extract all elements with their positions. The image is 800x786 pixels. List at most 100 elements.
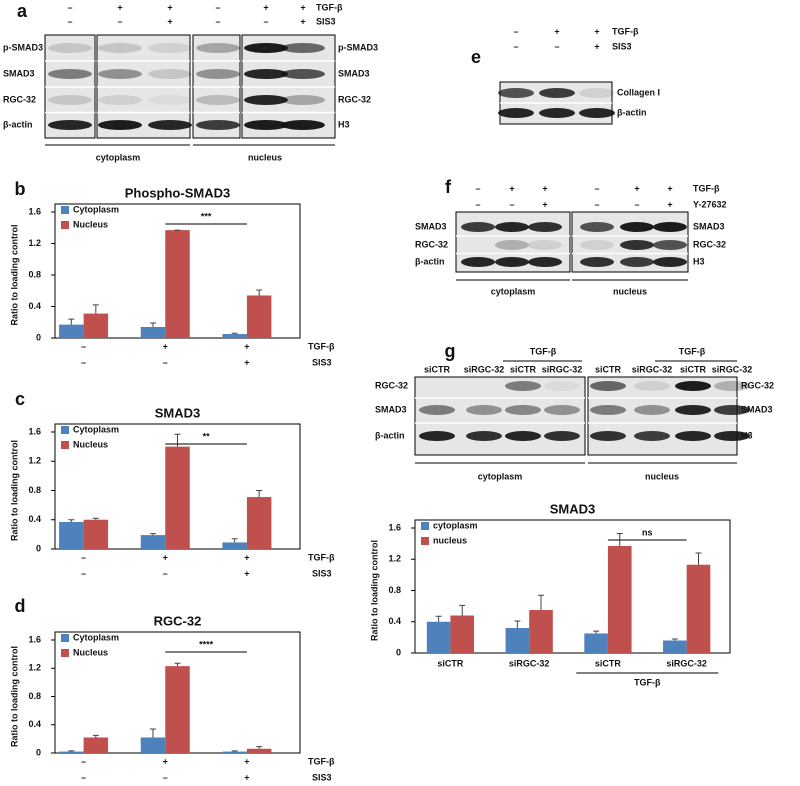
legend-swatch <box>61 221 69 229</box>
y-tick-label: 1.2 <box>28 456 41 466</box>
y-tick-label: 0.8 <box>28 485 41 495</box>
bar <box>450 615 475 653</box>
lane-label: siRGC-32 <box>542 364 583 374</box>
x-row-name: TGF-β <box>308 341 335 351</box>
bar <box>59 324 84 338</box>
blot-label: RGC-32 <box>741 380 774 390</box>
blot-band <box>579 108 615 118</box>
blot-label: H3 <box>693 256 705 266</box>
blot-band <box>634 405 670 415</box>
x-tick-label: siRGC-32 <box>666 658 707 668</box>
blot-band <box>579 88 615 98</box>
y-axis-label: Ratio to loading control <box>9 225 19 326</box>
significance: ** <box>203 431 211 441</box>
blot-band <box>148 69 192 79</box>
row-name: SIS3 <box>612 41 632 51</box>
sign: + <box>300 16 305 26</box>
sign: + <box>167 2 172 12</box>
y-tick-label: 1.6 <box>28 634 41 644</box>
sign: + <box>634 183 639 193</box>
bar <box>140 326 166 338</box>
x-row-name: TGF-β <box>308 552 335 562</box>
x-tick-label: – <box>81 357 86 367</box>
chart-title: SMAD3 <box>550 501 596 516</box>
blot-band <box>505 431 541 441</box>
y-tick-label: 0 <box>36 747 41 757</box>
x-tick-label: siCTR <box>437 658 464 668</box>
blot-band <box>620 257 654 267</box>
blot-band <box>528 222 562 232</box>
y-tick-label: 0.4 <box>28 719 41 729</box>
blot-band <box>148 120 192 130</box>
y-tick-label: 1.6 <box>28 426 41 436</box>
fraction: cytoplasm <box>478 471 523 481</box>
blot-band <box>281 69 325 79</box>
blot-band <box>148 43 192 53</box>
panel-label: b <box>15 179 26 199</box>
blot-band <box>580 257 614 267</box>
blot-band <box>48 95 92 105</box>
blot-band <box>539 108 575 118</box>
lane-label: siRGC-32 <box>464 364 505 374</box>
blot-band <box>419 431 455 441</box>
bar <box>165 230 190 338</box>
sign: + <box>509 183 514 193</box>
x-tick-label: + <box>163 552 168 562</box>
blot-band <box>48 69 92 79</box>
blot-label: SMAD3 <box>375 404 407 414</box>
x-tick-label: – <box>163 568 168 578</box>
error-bar <box>671 638 678 641</box>
x-tick-label: + <box>244 552 249 562</box>
error-bar <box>256 746 263 749</box>
x-tick-label: – <box>81 756 86 766</box>
group-label: TGF-β <box>530 346 557 356</box>
error-bar <box>174 433 181 447</box>
blot-band <box>281 43 325 53</box>
blot-label: β-actin <box>3 119 33 129</box>
blot-band <box>714 405 750 415</box>
blot-label: p-SMAD3 <box>338 42 378 52</box>
blot-label: SMAD3 <box>415 221 447 231</box>
x-tick-label: + <box>244 357 249 367</box>
blot-band <box>544 381 580 391</box>
error-bar <box>150 728 156 738</box>
blot-band <box>98 120 142 130</box>
blot-band <box>498 108 534 118</box>
plot-frame <box>414 519 731 654</box>
x-tick-label: + <box>244 341 249 351</box>
blot-band <box>528 240 562 250</box>
blot-band <box>620 240 654 250</box>
blot-band <box>419 405 455 415</box>
x-tick-label: + <box>163 341 168 351</box>
sign: – <box>215 2 220 12</box>
y-axis-label: Ratio to loading control <box>369 540 379 641</box>
error-bar <box>593 630 600 634</box>
bar <box>246 295 272 338</box>
blot-band <box>505 405 541 415</box>
sign: + <box>667 199 672 209</box>
x-row-name: SIS3 <box>312 568 332 578</box>
blot-band <box>48 120 92 130</box>
sign: – <box>594 199 599 209</box>
fraction: cytoplasm <box>491 286 536 296</box>
legend-swatch <box>61 634 69 642</box>
blot-band <box>544 431 580 441</box>
blot-band <box>281 120 325 130</box>
blot-label: SMAD3 <box>693 221 725 231</box>
x-tick-label: + <box>244 772 249 782</box>
bar <box>222 751 247 753</box>
lane-label: siRGC-32 <box>632 364 673 374</box>
error-bar <box>695 552 702 565</box>
sign: + <box>263 2 268 12</box>
error-bar <box>459 604 466 616</box>
error-bar <box>435 615 442 622</box>
sign: + <box>594 26 599 36</box>
bar <box>529 610 553 653</box>
panel-label: g <box>445 341 456 361</box>
x-row-name: TGF-β <box>308 756 335 766</box>
y-tick-label: 0.8 <box>388 585 401 595</box>
error-bar <box>538 594 544 611</box>
y-tick-label: 0.8 <box>28 269 41 279</box>
blot-band <box>281 95 325 105</box>
panel-label: e <box>471 47 481 67</box>
